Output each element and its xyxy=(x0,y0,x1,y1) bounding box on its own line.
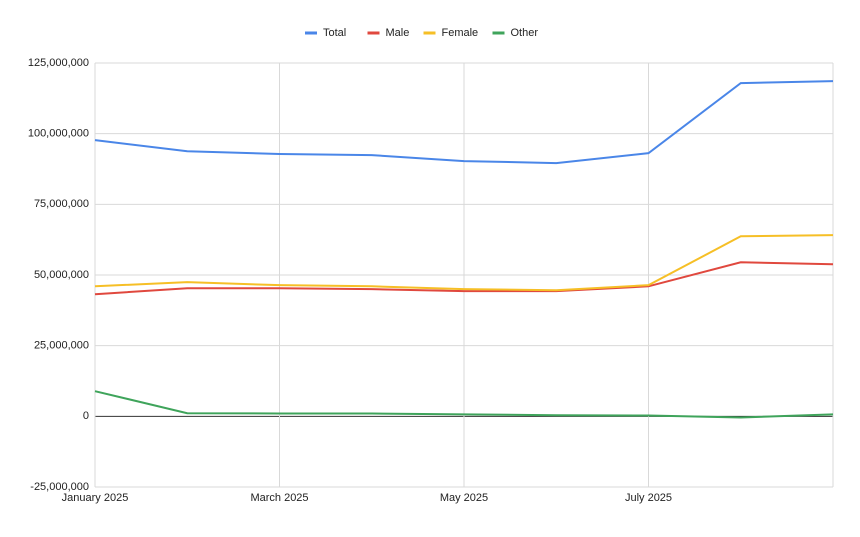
legend-label: Other xyxy=(511,27,539,39)
y-tick-label: 100,000,000 xyxy=(28,128,89,140)
series-line xyxy=(94,80,834,165)
x-tick-label: May 2025 xyxy=(440,492,488,504)
series-line xyxy=(94,261,834,296)
y-tick-label: -25,000,000 xyxy=(30,481,89,493)
series-line xyxy=(94,390,834,419)
y-tick-label: 0 xyxy=(83,410,89,422)
legend-label: Total xyxy=(323,27,346,39)
y-tick-label: 50,000,000 xyxy=(34,269,89,281)
x-tick-label: March 2025 xyxy=(250,492,308,504)
y-tick-label: 25,000,000 xyxy=(34,340,89,352)
y-tick-label: 75,000,000 xyxy=(34,198,89,210)
legend-label: Male xyxy=(386,27,410,39)
x-tick-label: July 2025 xyxy=(625,492,672,504)
series-line xyxy=(94,234,834,292)
x-tick-label: January 2025 xyxy=(62,492,129,504)
y-tick-label: 125,000,000 xyxy=(28,57,89,69)
legend-label: Female xyxy=(442,27,479,39)
